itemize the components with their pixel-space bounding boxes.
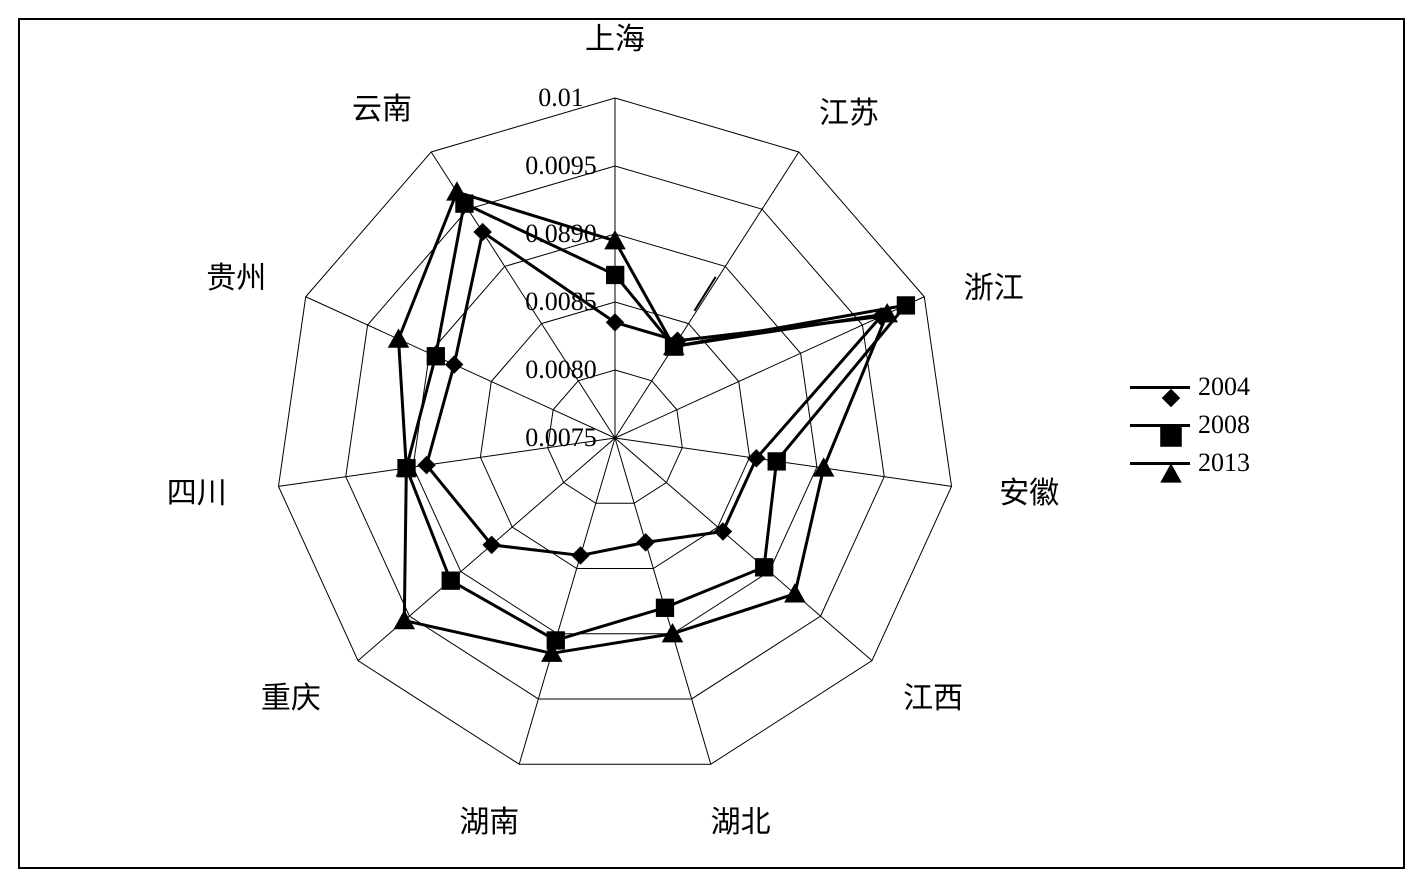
tick-label: 0.0095 — [525, 151, 597, 181]
tick-label: 0.0890 — [525, 219, 597, 249]
legend-item: 2004 — [1130, 370, 1250, 404]
axis-label: 安徽 — [999, 468, 1059, 512]
legend-label: 2004 — [1198, 372, 1250, 402]
axis-label: 湖南 — [459, 797, 519, 841]
axis-label: 浙江 — [964, 263, 1024, 307]
axis-label: 湖北 — [711, 797, 771, 841]
axis-label: 上海 — [585, 14, 645, 58]
axis-label: 贵州 — [206, 253, 266, 297]
legend-line — [1130, 462, 1190, 465]
legend-line — [1130, 424, 1190, 427]
tick-label: 0.01 — [538, 83, 584, 113]
axis-label: 重庆 — [261, 673, 321, 717]
axis-label: 江苏 — [819, 88, 879, 132]
tick-label: 0.0075 — [525, 423, 597, 453]
legend-item: 2008 — [1130, 408, 1250, 442]
axis-label: 四川 — [167, 468, 227, 512]
axis-label: 云南 — [352, 84, 412, 128]
chart-frame: 上海江苏浙江安徽江西湖北 湖南 重庆 四川 贵州 云南 0.0075 0.0080 0.0085… — [0, 0, 1423, 887]
legend-label: 2008 — [1198, 410, 1250, 440]
tick-label: 0.0080 — [525, 355, 597, 385]
tick-label: 0.0085 — [525, 287, 597, 317]
legend-item: 2013 — [1130, 446, 1250, 480]
legend: 2004 2008 2013 — [1130, 370, 1250, 484]
axis-label: 江西 — [903, 673, 963, 717]
legend-line — [1130, 386, 1190, 389]
legend-label: 2013 — [1198, 448, 1250, 478]
